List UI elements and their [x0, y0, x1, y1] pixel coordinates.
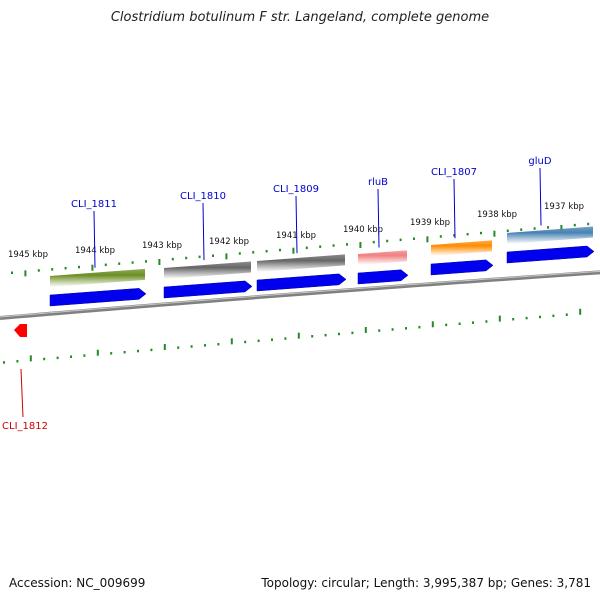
gene-block-gluD — [507, 226, 593, 244]
gene-leader-line — [377, 188, 380, 248]
gene-block-CLI_1809 — [257, 254, 345, 272]
gene-leader-line — [453, 178, 456, 239]
cds-arrow-CLI_1809 — [256, 273, 347, 292]
gene-label-CLI_1810: CLI_1810 — [180, 191, 226, 202]
cds-arrow-gluD — [506, 245, 595, 264]
kbp-label: 1939 kbp — [410, 218, 450, 228]
gene-block-rluB — [358, 250, 407, 265]
kbp-label: 1943 kbp — [142, 241, 182, 251]
gene-leader-line — [93, 210, 96, 268]
gene-label-rluB: rluB — [368, 177, 388, 188]
gene-block-CLI_1807 — [431, 240, 492, 256]
gene-block-CLI_1812 — [14, 324, 27, 337]
gene-label-CLI_1807: CLI_1807 — [431, 167, 477, 178]
map-title: Clostridium botulinum F str. Langeland, … — [110, 10, 490, 25]
kbp-label: 1941 kbp — [276, 231, 316, 241]
kbp-label: 1942 kbp — [209, 237, 249, 247]
gene-leader-line — [202, 202, 205, 261]
cds-arrow-CLI_1810 — [163, 280, 253, 299]
cds-arrow-CLI_1807 — [430, 259, 494, 276]
gene-leader-line — [295, 195, 298, 254]
gene-label-CLI_1811: CLI_1811 — [71, 199, 117, 210]
accession-label: Accession: NC_009699 — [9, 576, 146, 590]
kbp-label: 1940 kbp — [343, 225, 383, 235]
gene-label-CLI_1812: CLI_1812 — [2, 421, 48, 432]
gene-label-gluD: gluD — [528, 156, 551, 167]
genome-backbone-highlight — [0, 270, 600, 318]
topology-label: Topology: circular; Length: 3,995,387 bp… — [261, 576, 591, 590]
kbp-label: 1937 kbp — [544, 202, 584, 212]
genome-backbone — [0, 270, 600, 320]
kbp-label: 1938 kbp — [477, 210, 517, 220]
cds-arrow-rluB — [357, 269, 409, 285]
gene-label-CLI_1809: CLI_1809 — [273, 184, 319, 195]
gene-block-CLI_1811 — [50, 268, 145, 287]
gene-leader-line-red — [20, 368, 24, 418]
gene-leader-line — [539, 167, 542, 226]
cds-arrow-CLI_1811 — [49, 288, 147, 307]
gene-block-CLI_1810 — [164, 261, 251, 279]
kbp-label: 1945 kbp — [8, 250, 48, 260]
